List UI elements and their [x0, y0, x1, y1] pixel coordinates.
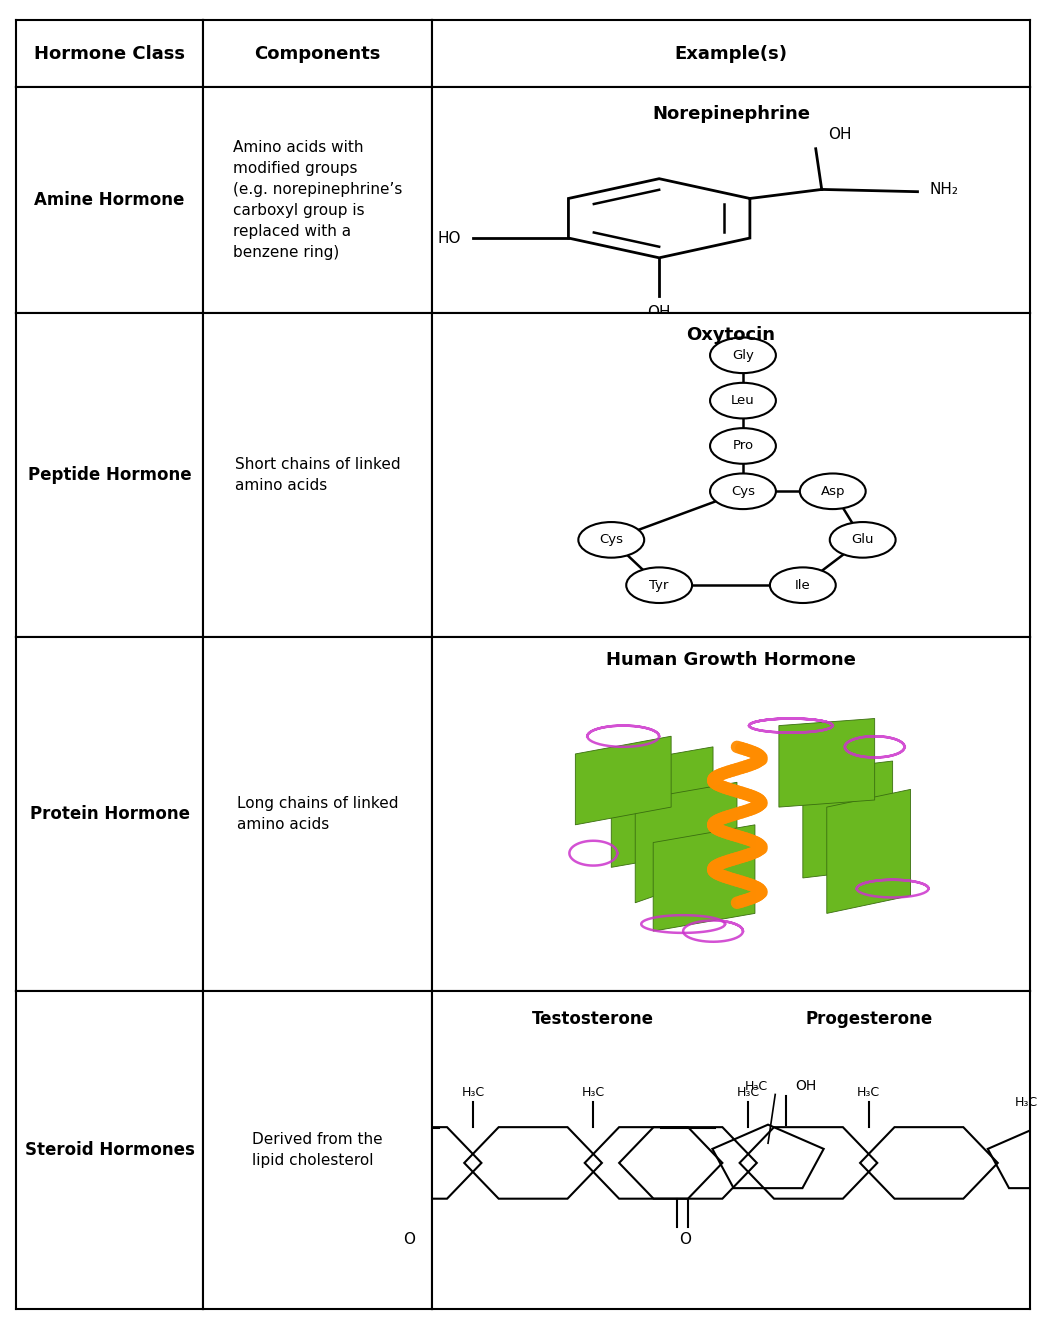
Text: Steroid Hormones: Steroid Hormones — [25, 1142, 195, 1159]
Text: Norepinephrine: Norepinephrine — [652, 105, 810, 124]
Text: HO: HO — [437, 230, 460, 246]
Text: H₃C: H₃C — [1015, 1096, 1038, 1108]
Text: Derived from the
lipid cholesterol: Derived from the lipid cholesterol — [252, 1132, 383, 1168]
Text: Human Growth Hormone: Human Growth Hormone — [606, 651, 856, 670]
Polygon shape — [575, 736, 672, 825]
Polygon shape — [653, 825, 755, 932]
Polygon shape — [635, 783, 737, 902]
Text: Peptide Hormone: Peptide Hormone — [28, 466, 191, 484]
Circle shape — [710, 428, 776, 464]
Text: Amino acids with
modified groups
(e.g. norepinephrine’s
carboxyl group is
replac: Amino acids with modified groups (e.g. n… — [233, 140, 403, 260]
Text: Example(s): Example(s) — [675, 45, 788, 62]
Polygon shape — [826, 789, 911, 913]
Text: H₃C: H₃C — [582, 1086, 605, 1099]
Text: Long chains of linked
amino acids: Long chains of linked amino acids — [236, 796, 399, 832]
Text: OH: OH — [795, 1079, 816, 1092]
Text: NH₂: NH₂ — [930, 182, 958, 197]
Text: O: O — [679, 1232, 691, 1247]
Text: Hormone Class: Hormone Class — [35, 45, 185, 62]
Circle shape — [710, 473, 776, 509]
Polygon shape — [779, 719, 874, 807]
Text: OH: OH — [827, 128, 851, 142]
Circle shape — [829, 522, 895, 558]
Circle shape — [770, 567, 836, 603]
Polygon shape — [611, 747, 713, 868]
Text: OH: OH — [647, 306, 670, 320]
Text: Ile: Ile — [795, 578, 811, 591]
Text: O: O — [404, 1232, 415, 1247]
Text: Testosterone: Testosterone — [532, 1010, 655, 1029]
Text: H₃C: H₃C — [745, 1080, 768, 1092]
Text: Protein Hormone: Protein Hormone — [29, 805, 189, 823]
Text: Short chains of linked
amino acids: Short chains of linked amino acids — [234, 457, 401, 493]
Text: Amine Hormone: Amine Hormone — [35, 191, 185, 209]
Text: Glu: Glu — [851, 533, 874, 546]
Circle shape — [710, 338, 776, 373]
Text: Cys: Cys — [731, 485, 755, 498]
Text: Tyr: Tyr — [650, 578, 668, 591]
Circle shape — [627, 567, 692, 603]
Circle shape — [578, 522, 644, 558]
Text: Leu: Leu — [731, 395, 755, 407]
Text: Asp: Asp — [820, 485, 845, 498]
Text: H₃C: H₃C — [736, 1086, 759, 1099]
Text: Pro: Pro — [732, 440, 753, 452]
Text: H₃C: H₃C — [857, 1086, 881, 1099]
Text: Oxytocin: Oxytocin — [686, 326, 775, 344]
Polygon shape — [803, 762, 892, 878]
Text: Cys: Cys — [599, 533, 623, 546]
Text: Components: Components — [254, 45, 381, 62]
Text: Progesterone: Progesterone — [805, 1010, 932, 1029]
Circle shape — [710, 383, 776, 419]
Text: H₃C: H₃C — [461, 1086, 484, 1099]
Circle shape — [800, 473, 866, 509]
Text: Gly: Gly — [732, 348, 754, 361]
